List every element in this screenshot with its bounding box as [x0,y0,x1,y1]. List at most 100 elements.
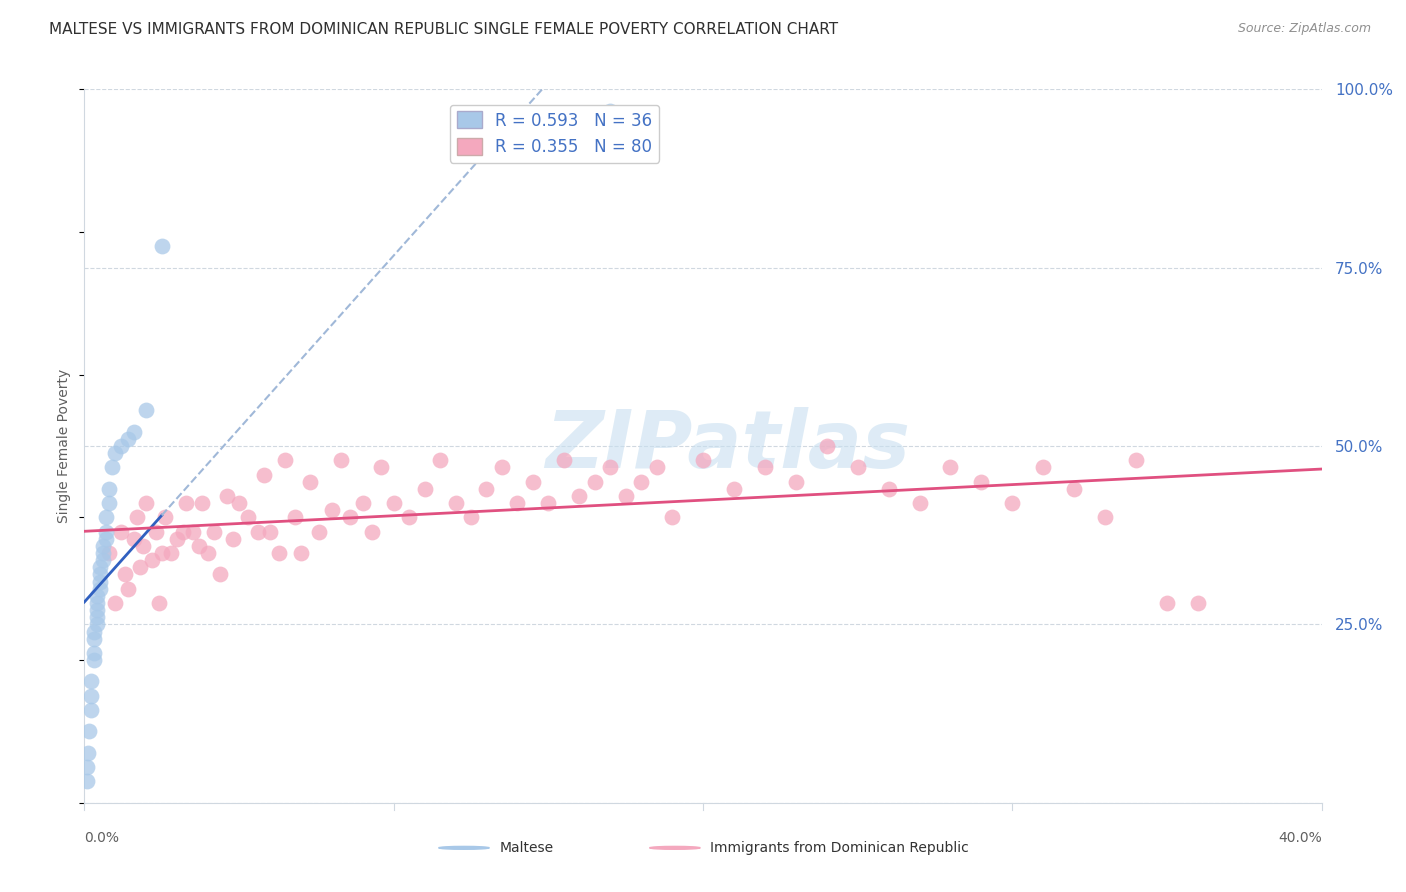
Point [117,432,139,446]
Point [939,460,962,475]
Point [166,532,188,546]
Point [79,689,101,703]
Point [413,482,436,496]
Point [86,596,108,610]
Point [135,403,157,417]
Point [86,617,108,632]
Text: 40.0%: 40.0% [1278,831,1322,846]
Point [153,510,176,524]
Point [339,510,361,524]
Point [444,496,467,510]
Point [76,774,98,789]
Point [330,453,353,467]
Point [150,546,173,560]
Point [91,539,114,553]
Point [122,532,145,546]
Point [259,524,281,539]
Point [77,746,100,760]
Point [110,524,132,539]
Point [1032,460,1054,475]
Point [290,546,312,560]
Point [398,510,420,524]
Point [98,496,121,510]
Point [1125,453,1147,467]
Point [846,460,869,475]
Point [125,510,148,524]
Point [83,646,105,660]
Point [269,546,291,560]
Point [299,475,322,489]
Text: Maltese: Maltese [499,841,553,855]
Point [202,524,225,539]
Point [98,482,121,496]
Point [209,567,232,582]
Point [321,503,343,517]
Point [599,103,621,118]
Point [77,724,100,739]
Point [222,532,245,546]
Point [94,524,117,539]
Point [89,560,111,574]
Point [122,425,145,439]
Point [429,453,451,467]
Point [352,496,374,510]
Point [145,524,167,539]
Point [754,460,776,475]
Point [150,239,173,253]
Point [86,603,108,617]
Point [129,560,152,574]
Point [970,475,993,489]
Point [723,482,745,496]
Point [692,453,714,467]
Point [83,653,105,667]
Point [83,632,105,646]
Point [86,610,108,624]
Point [197,546,219,560]
Point [79,674,101,689]
Point [160,546,183,560]
Point [583,475,606,489]
Point [1156,596,1178,610]
Point [815,439,838,453]
Text: 0.0%: 0.0% [84,831,120,846]
Point [785,475,807,489]
Point [382,496,405,510]
Point [91,553,114,567]
Point [284,510,307,524]
Point [553,453,575,467]
Point [148,596,170,610]
Text: ZIPatlas: ZIPatlas [546,407,910,485]
Point [361,524,384,539]
Text: Immigrants from Dominican Republic: Immigrants from Dominican Republic [710,841,969,855]
Point [191,496,214,510]
Point [661,510,683,524]
Point [172,524,194,539]
Point [506,496,529,510]
Point [308,524,330,539]
Point [568,489,591,503]
Point [86,589,108,603]
Point [475,482,498,496]
Point [522,475,544,489]
Circle shape [439,847,489,849]
Point [91,546,114,560]
Point [89,567,111,582]
Point [101,460,124,475]
Point [1187,596,1209,610]
Point [491,460,513,475]
Point [94,532,117,546]
Point [1001,496,1024,510]
Point [908,496,931,510]
Point [89,582,111,596]
Point [176,496,198,510]
Point [215,489,238,503]
Point [79,703,101,717]
Circle shape [650,847,700,849]
Point [246,524,269,539]
Point [274,453,297,467]
Point [132,539,155,553]
Point [228,496,250,510]
Point [181,524,204,539]
Point [83,624,105,639]
Y-axis label: Single Female Poverty: Single Female Poverty [58,369,72,523]
